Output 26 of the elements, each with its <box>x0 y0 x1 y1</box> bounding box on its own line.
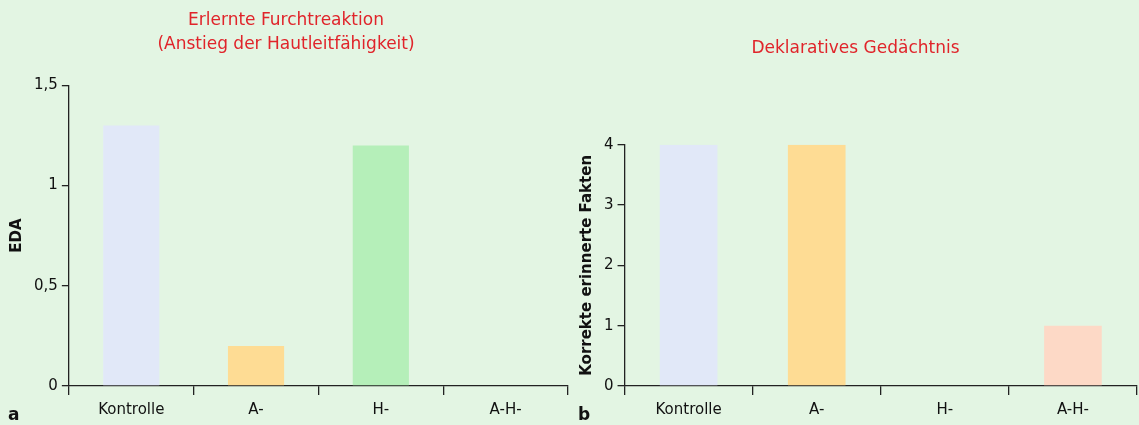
x-tick-label: A- <box>809 399 825 418</box>
x-tick-label: Kontrolle <box>655 399 722 418</box>
y-axis-title: Korrekte erinnerte Fakten <box>576 154 595 376</box>
y-tick-label: 3 <box>604 194 614 213</box>
y-tick-label: 0 <box>604 375 614 394</box>
y-tick-label: 1 <box>48 175 58 194</box>
x-tick-label: A- <box>248 399 264 418</box>
y-tick-label: 0,5 <box>34 275 58 294</box>
chart-title: Deklaratives Gedächtnis <box>751 36 960 57</box>
text: a <box>8 403 20 424</box>
y-tick-label: 1 <box>604 315 614 334</box>
x-tick-label: A-H- <box>1056 399 1089 418</box>
x-tick-label: H- <box>936 399 954 418</box>
bar <box>227 345 285 386</box>
chart-title: Erlernte Furchtreaktion (Anstieg der Hautleitfähigkeit) <box>157 8 415 54</box>
x-tick-label: H- <box>372 399 390 418</box>
x-tick-label: Kontrolle <box>98 399 165 418</box>
bar <box>103 125 160 386</box>
text: b <box>578 403 591 424</box>
y-axis-title: EDA <box>6 218 25 253</box>
y-tick-label: 1,5 <box>34 75 58 94</box>
bar <box>352 145 409 386</box>
y-tick-label: 4 <box>604 134 614 153</box>
y-tick-label: 2 <box>604 255 614 274</box>
x-tick-label: A-H- <box>489 399 522 418</box>
y-tick-label: 0 <box>48 375 58 394</box>
